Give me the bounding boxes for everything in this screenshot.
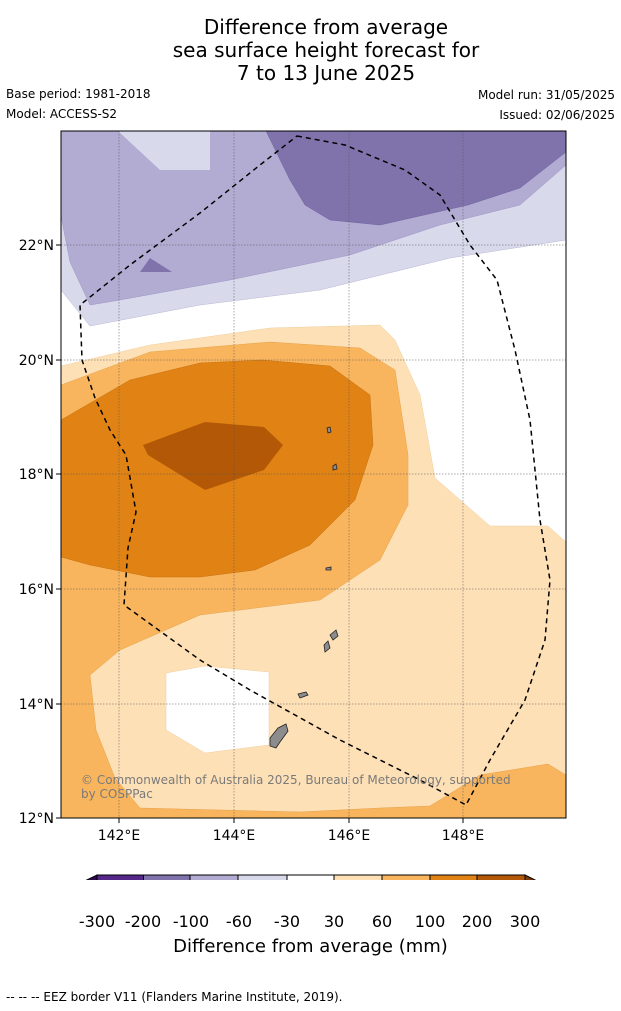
lat-label: 12°N [19, 811, 54, 827]
colorbar-tick-label: -60 [225, 912, 253, 931]
colorbar-tick-label: 30 [323, 912, 345, 931]
lon-label: 142°E [98, 828, 141, 844]
colorbar-bin [237, 874, 288, 880]
colorbar-bin [476, 874, 526, 880]
lat-label: 14°N [19, 697, 54, 713]
forecast-map: 22°N 20°N 18°N 16°N 14°N 12°N 142°E 144°… [19, 130, 567, 880]
lat-label: 22°N [19, 238, 54, 254]
colorbar-extend-high [524, 874, 537, 880]
title-line-2: sea surface height forecast for [172, 38, 480, 62]
eez-legend-note: -- -- -- EEZ border V11 (Flanders Marine… [6, 990, 343, 1004]
colorbar-bin [96, 874, 144, 880]
colorbar-tick-label: 200 [461, 912, 493, 931]
island-rota [297, 691, 309, 699]
colorbar-tick-labels: -300 -200 -100 -60 -30 30 60 100 200 300 [0, 912, 621, 934]
island-anatahan [325, 566, 332, 571]
colorbar-tick-label: 300 [509, 912, 541, 931]
colorbar-bin [333, 874, 383, 880]
issued-date: Issued: 02/06/2025 [499, 108, 615, 122]
colorbar-bin [189, 874, 239, 880]
lon-label: 146°E [328, 828, 371, 844]
colorbar-bin [429, 874, 478, 880]
colorbar-tick-label: 60 [371, 912, 393, 931]
colorbar-title: Difference from average (mm) [173, 936, 448, 957]
colorbar-tick-label: 100 [414, 912, 446, 931]
band-pos-200-300 [143, 422, 283, 490]
title-line-3: 7 to 13 June 2025 [236, 61, 416, 85]
axis-ticks [56, 244, 464, 823]
island-tinian [323, 640, 331, 653]
lon-label: 144°E [213, 828, 256, 844]
lat-label: 16°N [19, 582, 54, 598]
island-agrihan [332, 463, 338, 471]
band-neg-100-200-patch [140, 258, 172, 272]
model-name: Model: ACCESS-S2 [6, 107, 118, 121]
islands [269, 426, 339, 749]
colorbar-tick-label: -200 [124, 912, 162, 931]
gridlines [61, 131, 566, 818]
model-run: Model run: 31/05/2025 [477, 88, 615, 102]
island-pagan [326, 426, 332, 434]
band-neutral-patch [165, 665, 270, 754]
eez-border [79, 135, 551, 807]
copyright-credit: © Commonwealth of Australia 2025, Bureau… [81, 773, 511, 801]
lon-label: 148°E [442, 828, 485, 844]
chart-title: Difference from average sea surface heig… [0, 16, 621, 85]
island-guam [269, 723, 289, 749]
anomaly-contours [61, 131, 566, 818]
title-line-1: Difference from average [203, 15, 449, 39]
lat-label: 18°N [19, 467, 54, 483]
colorbar-bin [143, 874, 191, 880]
island-saipan [329, 629, 339, 641]
colorbar-bin [381, 874, 431, 880]
latitude-labels: 22°N 20°N 18°N 16°N 14°N 12°N [19, 238, 54, 827]
colorbar-tick-label: -30 [273, 912, 301, 931]
base-period: Base period: 1981-2018 [6, 87, 151, 101]
colorbar [85, 874, 537, 880]
colorbar-tick-label: -300 [78, 912, 116, 931]
lat-label: 20°N [19, 353, 54, 369]
longitude-labels: 142°E 144°E 146°E 148°E [98, 828, 485, 844]
band-neg-30-60-patch [118, 131, 210, 170]
colorbar-bin [286, 874, 335, 880]
colorbar-tick-label: -100 [172, 912, 210, 931]
colorbar-extend-low [85, 874, 98, 880]
